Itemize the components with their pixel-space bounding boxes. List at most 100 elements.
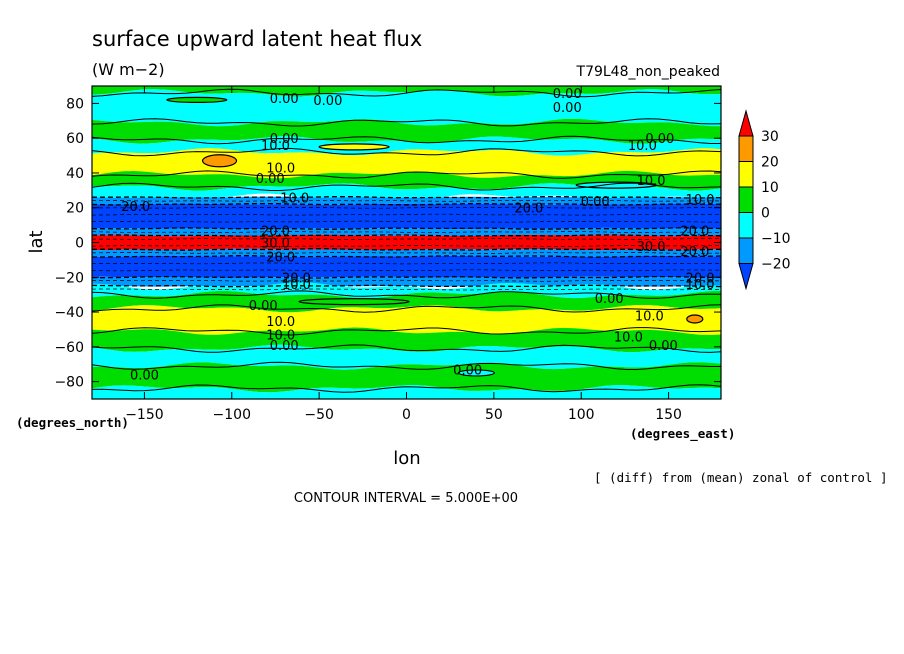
band-blue1 (92, 276, 721, 287)
colorbar-label: 0 (761, 206, 770, 222)
band-green (92, 327, 721, 353)
band-yellow (92, 148, 721, 179)
colorbar-bottom-arrow (738, 263, 754, 291)
contour-label: 30.0 (637, 240, 666, 255)
contour-line (92, 284, 721, 288)
band-green (92, 362, 721, 393)
contour-label: 20.0 (261, 224, 290, 239)
band-green (92, 170, 721, 191)
contour-line (92, 170, 721, 179)
contour-label: 0.00 (270, 132, 299, 147)
contour-label: 20.0 (266, 250, 295, 265)
contour-line (92, 384, 721, 393)
contour-label: 10.0 (266, 329, 295, 344)
contour-label: 10.0 (628, 139, 657, 154)
band-blue1 (92, 196, 721, 205)
blob-yellow-nh (318, 143, 390, 151)
contour-label: 10.0 (637, 174, 666, 189)
blob-cyan-sh (457, 369, 495, 377)
colorbar-segment (738, 212, 754, 239)
colorbar: 30 20 10 0 −10 −20 (738, 109, 791, 291)
contour-line (92, 227, 721, 230)
contour-label: 10.0 (280, 191, 309, 206)
blob-green-arctic (166, 96, 228, 104)
contour-label: 0.00 (553, 101, 582, 116)
contour-line (92, 135, 721, 145)
band-blue1 (92, 248, 721, 258)
contour-label: 0.00 (130, 369, 159, 384)
y-tick-label: −60 (54, 340, 84, 356)
colorbar-label: −10 (761, 231, 791, 247)
experiment-label: T79L48_non_peaked (576, 64, 720, 80)
contour-label: 0.00 (256, 172, 285, 187)
contour-line (92, 275, 721, 279)
colorbar-segment (738, 161, 754, 188)
band-green (92, 118, 721, 144)
contour-label: 10.0 (266, 315, 295, 330)
y-tick-label: 20 (66, 201, 84, 217)
band-blue2 (92, 203, 721, 230)
band-blue2 (92, 255, 721, 278)
band-yellow (92, 305, 721, 335)
contour-line (92, 304, 721, 313)
contour-label: 0.00 (270, 339, 299, 354)
colorbar-segment (738, 237, 754, 264)
contour-label: 0.00 (581, 195, 610, 210)
contour-label: 20.0 (282, 271, 311, 286)
y-axis-title: lat (26, 230, 47, 253)
contour-label: 0.00 (595, 292, 624, 307)
contour-label: 10.0 (635, 310, 664, 325)
chart-units: (W m−2) (92, 60, 165, 79)
band-cyan (92, 89, 721, 127)
y-tick-label: −40 (54, 305, 84, 321)
contour-line (92, 327, 721, 336)
y-tick-label: 40 (66, 166, 84, 182)
contour-line (92, 344, 721, 353)
contour-label: 20.0 (680, 224, 709, 239)
contour-interval: CONTOUR INTERVAL = 5.000E+00 (294, 491, 518, 506)
contour-label: 10.0 (614, 330, 643, 345)
heatmap-bands (92, 86, 721, 399)
contour-line (92, 361, 721, 370)
contour-label: 20.0 (686, 271, 715, 286)
contour-label: 10.0 (261, 139, 290, 154)
contour-line (92, 195, 721, 199)
contour-label: 0.00 (313, 94, 342, 109)
blob-orange-nh (201, 154, 238, 168)
contour-line (92, 148, 721, 157)
y-unit-label: (degrees_north) (16, 415, 129, 431)
x-axis-title: lon (393, 448, 420, 469)
y-tick-label: −20 (54, 270, 84, 286)
x-unit-label: (degrees_east) (630, 426, 735, 442)
band-red (92, 234, 721, 251)
contour-label: 10.0 (266, 162, 295, 177)
x-tick-label: 150 (655, 407, 682, 423)
contour-label: 0.00 (270, 92, 299, 107)
band-blue1 (92, 227, 721, 237)
contour-label: 0.00 (553, 87, 582, 102)
colorbar-label: −20 (761, 257, 791, 273)
contour-label: 10.0 (282, 278, 311, 293)
x-tick-label: −100 (213, 407, 251, 423)
contour-label: 0.00 (645, 132, 674, 147)
contour-line (92, 255, 721, 258)
x-tick-label: 50 (485, 407, 503, 423)
blob-green-sh (298, 298, 410, 306)
contour-label: 0.00 (249, 299, 278, 314)
contour-label: 20.0 (680, 245, 709, 260)
contour-line (92, 234, 721, 237)
colorbar-top-arrow (738, 109, 754, 137)
comparison-note: [ (diff) from (mean) zonal of control ] (594, 470, 888, 485)
contour-line (92, 182, 721, 191)
contour-label: 0.00 (453, 363, 482, 378)
contour-line (92, 290, 721, 299)
contour-line (92, 248, 721, 251)
x-tick-label: 100 (568, 407, 595, 423)
colorbar-segment (738, 135, 754, 162)
y-tick-label: 60 (66, 131, 84, 147)
y-axis: 80 60 40 20 0 −20 −40 −60 −80 (54, 96, 721, 391)
x-tick-label: −150 (125, 407, 163, 423)
